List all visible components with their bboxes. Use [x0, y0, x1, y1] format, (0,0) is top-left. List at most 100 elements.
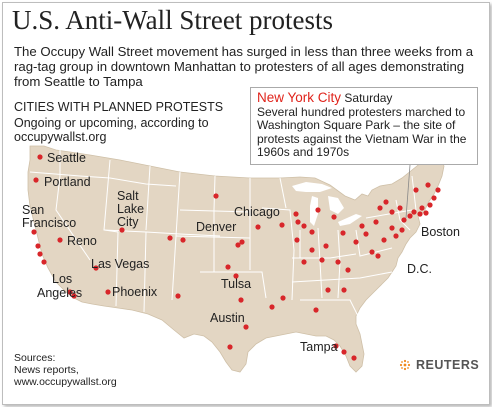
protest-dot	[301, 223, 307, 229]
protest-dot	[323, 243, 329, 249]
lake-michigan	[310, 196, 318, 226]
protest-dot	[381, 237, 387, 243]
city-label-angeles: Angeles	[37, 286, 83, 300]
legend-heading: CITIES WITH PLANNED PROTESTS	[14, 100, 224, 114]
protest-dot	[389, 225, 395, 231]
protest-dot	[31, 229, 37, 235]
protest-dot	[351, 355, 357, 361]
protest-dots	[31, 154, 441, 361]
protest-dot	[341, 349, 347, 355]
protest-dot	[340, 230, 346, 236]
city-label-salt: Salt	[117, 189, 139, 203]
protest-dot	[431, 195, 437, 201]
protest-dot	[309, 247, 315, 253]
protest-dot	[401, 217, 407, 223]
city-label-francisco: Francisco	[22, 216, 77, 230]
lake-huron	[328, 196, 344, 214]
protest-dot	[255, 224, 261, 230]
city-label-los: Los	[52, 272, 73, 286]
protest-dot	[319, 257, 325, 263]
nyc-callout: New York City Saturday Several hundred p…	[250, 87, 478, 165]
protest-dot	[425, 182, 431, 188]
protest-dot	[407, 213, 413, 219]
protest-dot	[294, 237, 300, 243]
protest-dot	[213, 193, 219, 199]
protest-dot	[399, 227, 405, 233]
protest-dot	[225, 264, 231, 270]
protest-dot	[293, 211, 299, 217]
callout-city: New York City	[257, 90, 342, 105]
protest-dot	[393, 233, 399, 239]
city-label-chicago: Chicago	[234, 205, 280, 219]
graphic-title: U.S. Anti-Wall Street protests	[12, 5, 334, 35]
sources-label: Sources:	[14, 352, 56, 364]
protest-dot	[315, 207, 321, 213]
protest-dot	[423, 210, 429, 216]
protest-dot	[105, 289, 111, 295]
protest-dot	[375, 253, 381, 259]
protest-dot	[435, 187, 441, 193]
sources-line-1: News reports,	[14, 364, 79, 376]
protest-dot	[35, 243, 41, 249]
city-label-portland: Portland	[44, 175, 91, 189]
protest-dot	[269, 304, 275, 310]
protest-dot	[235, 242, 241, 248]
lake-superior	[292, 182, 332, 192]
protest-dot	[41, 259, 47, 265]
protest-dot	[295, 219, 301, 225]
protest-dot	[397, 205, 403, 211]
protest-dot	[313, 307, 319, 313]
protest-dot	[239, 239, 245, 245]
protest-dot	[363, 231, 369, 237]
protest-dot	[279, 222, 285, 228]
protest-dot	[57, 237, 63, 243]
graphic-subtitle: The Occupy Wall Street movement has surg…	[14, 44, 474, 89]
lake-erie	[338, 214, 362, 226]
callout-text: Several hundred protesters marched to Wa…	[257, 104, 467, 159]
city-label-boston: Boston	[421, 225, 460, 239]
city-label-phoenix: Phoenix	[112, 285, 158, 299]
protest-dot	[419, 205, 425, 211]
protest-dot	[335, 259, 341, 265]
protest-dot	[411, 209, 417, 215]
protest-dot	[243, 324, 249, 330]
city-label-denver: Denver	[196, 220, 237, 234]
city-label-seattle: Seattle	[47, 151, 86, 165]
protest-dot	[331, 214, 337, 220]
sources-line-2: www.occupywallst.org	[14, 376, 117, 388]
reuters-logo-icon	[399, 359, 411, 371]
protest-dot	[417, 211, 423, 217]
city-label-city: City	[117, 215, 139, 229]
protest-dot	[377, 205, 383, 211]
city-label-tampa: Tampa	[300, 340, 338, 354]
reuters-wordmark: REUTERS	[416, 358, 480, 372]
protest-dot	[175, 293, 181, 299]
protest-dot	[427, 202, 433, 208]
protest-dot	[180, 237, 186, 243]
city-label-reno: Reno	[67, 234, 97, 248]
callout-leader	[405, 164, 411, 219]
sources: Sources: News reports, www.occupywallst.…	[14, 352, 117, 388]
reuters-credit: REUTERS	[398, 358, 479, 372]
protest-dot	[238, 297, 244, 303]
state-borders	[29, 150, 417, 317]
protest-dot	[227, 344, 233, 350]
protest-dot	[71, 293, 77, 299]
protest-dot	[325, 287, 331, 293]
protest-dot	[93, 265, 99, 271]
protest-dot	[37, 251, 43, 257]
protest-dot	[333, 343, 339, 349]
city-label-las-vegas: Las Vegas	[91, 257, 150, 271]
protest-dot	[341, 287, 347, 293]
protest-dot	[233, 273, 239, 279]
protest-dot	[383, 199, 389, 205]
city-label-tulsa: Tulsa	[221, 277, 252, 291]
protest-dot	[33, 177, 39, 183]
protest-dot	[119, 227, 125, 233]
protest-dot	[301, 259, 307, 265]
protest-dot	[37, 154, 43, 160]
protest-dot	[389, 209, 395, 215]
protest-dot	[280, 295, 286, 301]
protest-dot	[353, 239, 359, 245]
